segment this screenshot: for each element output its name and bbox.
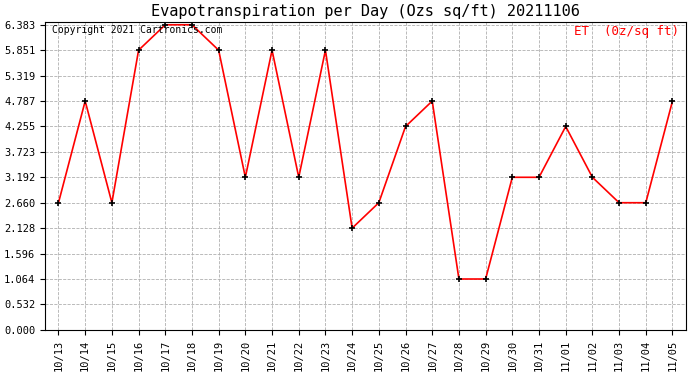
Text: ET  (0z/sq ft): ET (0z/sq ft)	[575, 25, 680, 38]
Text: Copyright 2021 Cartronics.com: Copyright 2021 Cartronics.com	[52, 25, 222, 35]
Title: Evapotranspiration per Day (Ozs sq/ft) 20211106: Evapotranspiration per Day (Ozs sq/ft) 2…	[151, 4, 580, 19]
